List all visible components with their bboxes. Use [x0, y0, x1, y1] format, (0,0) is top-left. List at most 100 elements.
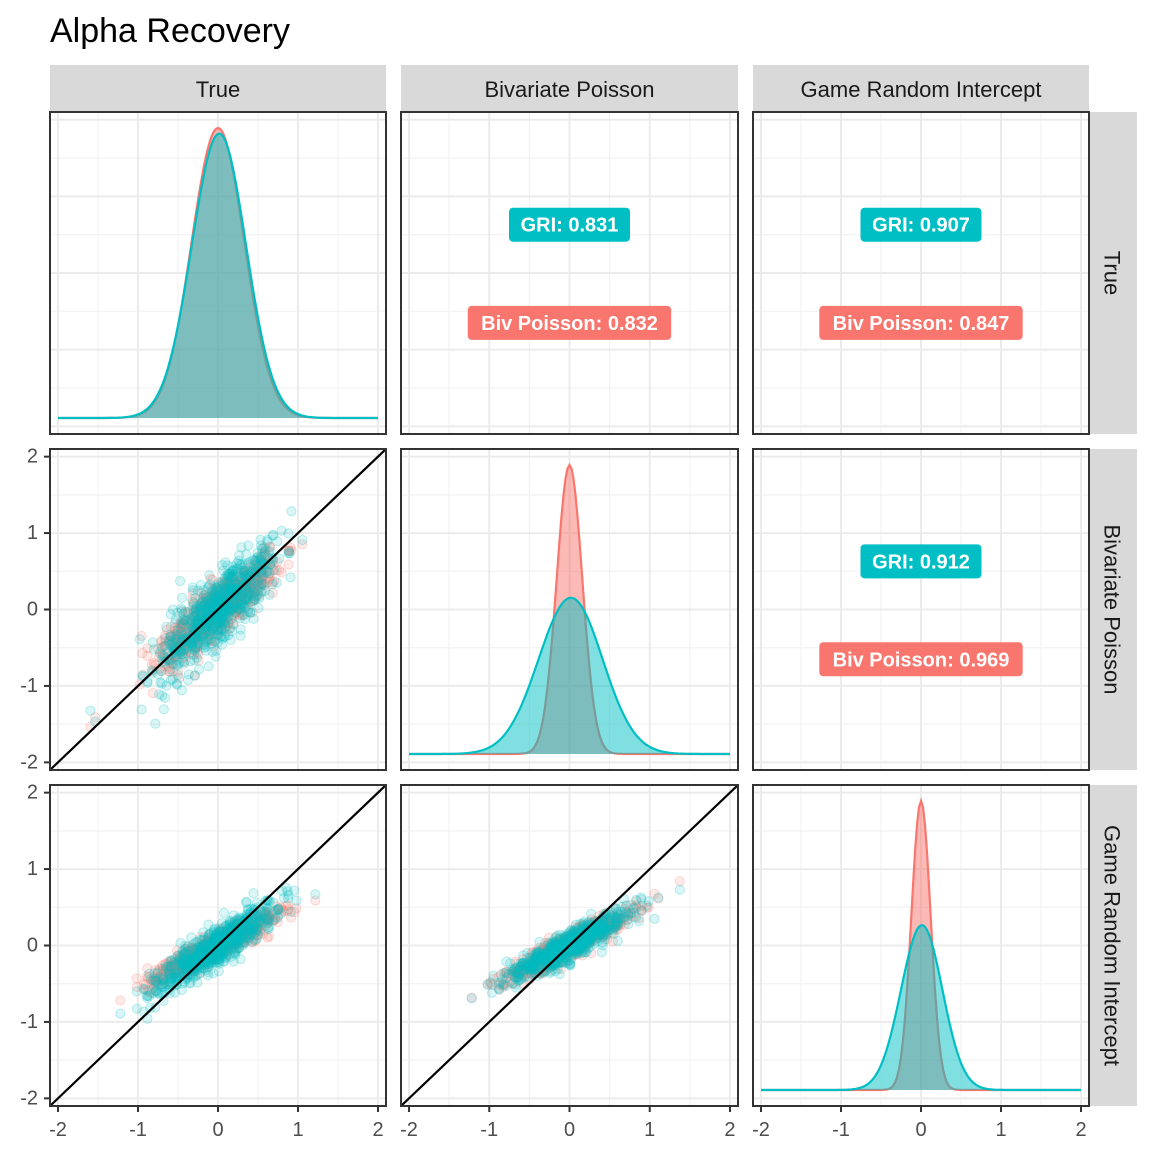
- point-biv: [206, 583, 217, 594]
- point-gri: [226, 571, 237, 582]
- corr-label-gri: GRI: 0.907: [872, 215, 970, 237]
- point-biv: [163, 666, 174, 677]
- point-gri: [191, 602, 202, 613]
- point-biv: [247, 595, 258, 606]
- point-biv: [153, 643, 164, 655]
- point-gri: [219, 589, 230, 600]
- point-biv: [202, 601, 213, 612]
- point-gri: [195, 598, 207, 609]
- point-gri: [228, 618, 239, 629]
- point-gri: [188, 619, 200, 630]
- point-biv: [206, 636, 218, 647]
- point-biv: [237, 588, 249, 599]
- point-biv: [189, 613, 201, 624]
- point-biv: [210, 592, 221, 604]
- panel-0-2: GRI: 0.907 Biv Poisson: 0.847: [752, 111, 1090, 435]
- point-gri: [224, 573, 235, 584]
- point-biv: [239, 585, 250, 597]
- point-biv: [260, 579, 271, 590]
- point-gri: [241, 592, 252, 603]
- panel-border: [400, 111, 739, 435]
- point-gri: [224, 581, 235, 592]
- point-gri: [248, 613, 259, 624]
- point-biv: [172, 623, 183, 634]
- point-gri: [227, 566, 238, 577]
- point-gri: [212, 594, 223, 605]
- point-gri: [208, 623, 219, 634]
- point-biv: [224, 607, 235, 618]
- point-biv: [160, 636, 171, 648]
- point-gri: [171, 659, 182, 671]
- point-biv: [185, 647, 196, 658]
- point-biv: [221, 611, 232, 623]
- point-gri: [215, 609, 227, 620]
- point-gri: [194, 606, 206, 618]
- point-gri: [194, 602, 206, 613]
- point-gri: [216, 610, 227, 622]
- point-gri: [165, 631, 176, 642]
- point-gri: [218, 907, 230, 919]
- point-biv: [174, 672, 185, 683]
- point-biv: [192, 608, 203, 619]
- point-biv: [208, 601, 219, 613]
- point-gri: [196, 600, 207, 611]
- point-gri: [228, 601, 239, 612]
- point-biv: [196, 597, 207, 608]
- point-biv: [276, 567, 287, 578]
- point-biv: [203, 624, 214, 635]
- point-gri: [170, 647, 181, 658]
- point-gri: [297, 534, 308, 546]
- point-biv: [205, 635, 216, 646]
- point-biv: [207, 574, 218, 586]
- point-biv: [250, 559, 261, 570]
- point-gri: [205, 614, 216, 625]
- point-biv: [216, 587, 227, 598]
- point-biv: [167, 638, 178, 649]
- point-gri: [221, 570, 232, 581]
- point-gri: [185, 619, 196, 630]
- point-gri: [202, 605, 213, 616]
- point-gri: [223, 591, 234, 602]
- point-gri: [244, 557, 255, 568]
- point-gri: [245, 607, 256, 618]
- point-biv: [213, 601, 224, 612]
- point-biv: [168, 631, 179, 643]
- point-biv: [252, 589, 263, 601]
- panel-0-0: [49, 111, 387, 435]
- point-biv: [240, 570, 251, 581]
- point-biv: [215, 615, 226, 626]
- point-gri: [619, 909, 630, 920]
- strip-right-label: Bivariate Poisson: [1100, 525, 1125, 695]
- point-gri: [216, 616, 227, 627]
- point-gri: [227, 565, 238, 576]
- point-biv: [222, 601, 233, 613]
- point-gri: [224, 582, 235, 593]
- point-biv: [231, 597, 242, 609]
- point-gri: [199, 636, 210, 647]
- point-gri: [193, 625, 204, 636]
- point-gri: [239, 593, 250, 605]
- point-gri: [210, 589, 221, 601]
- point-gri: [186, 638, 197, 649]
- point-gri: [210, 596, 221, 608]
- point-gri: [191, 610, 202, 621]
- point-gri: [175, 647, 186, 658]
- point-biv: [190, 646, 201, 657]
- point-gri: [181, 648, 192, 659]
- point-gri: [166, 955, 177, 967]
- point-gri: [276, 525, 287, 536]
- point-biv: [264, 567, 275, 579]
- point-gri: [160, 641, 171, 652]
- point-biv: [202, 594, 213, 605]
- point-biv: [176, 616, 187, 627]
- point-gri: [243, 558, 254, 569]
- point-gri: [210, 651, 221, 662]
- point-biv: [245, 597, 256, 608]
- point-gri: [165, 639, 176, 650]
- point-biv: [167, 641, 178, 652]
- point-gri: [247, 925, 258, 937]
- point-gri: [255, 581, 266, 592]
- point-biv: [230, 607, 241, 618]
- point-gri: [229, 601, 240, 612]
- point-gri: [249, 587, 261, 598]
